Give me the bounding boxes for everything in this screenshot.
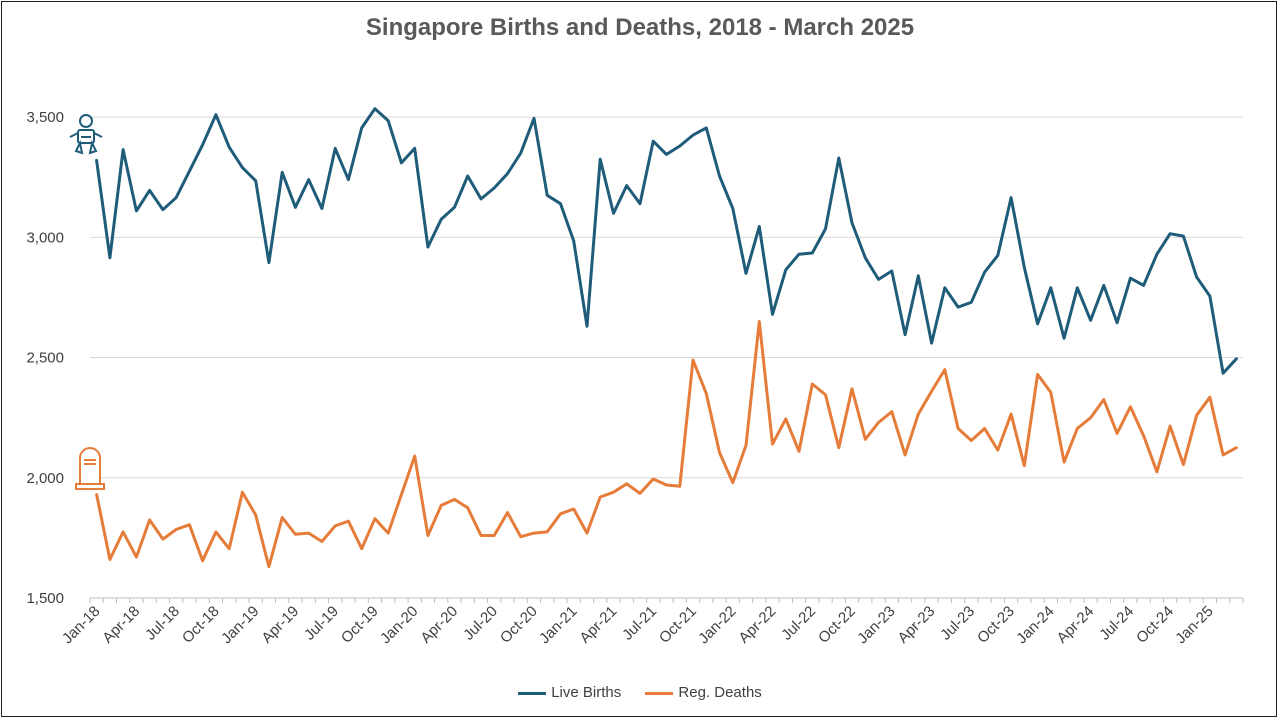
x-tick-label: Jan-22 [695,603,739,647]
x-tick-label: Jul-18 [142,603,183,644]
x-tick-label: Apr-24 [1054,603,1098,647]
y-axis-ticks: 1,500 2,000 2,500 3,000 3,500 [26,109,64,607]
x-tick-label: Jul-19 [301,603,342,644]
tombstone-icon [75,447,105,490]
legend-label-live-births: Live Births [551,684,622,701]
x-tick-label: Jan-21 [536,603,580,647]
y-tick-label: 3,000 [26,229,64,246]
legend-swatch-live-births [518,691,547,695]
x-tick-label: Jan-23 [854,603,898,647]
chart-title: Singapore Births and Deaths, 2018 - Marc… [365,14,915,41]
x-tick-label: Jan-20 [377,603,421,647]
legend: Live Births Reg. Deaths [0,684,1280,701]
series-lines [95,107,1238,569]
x-tick-label: Oct-19 [338,603,382,647]
x-tick-label: Apr-23 [895,603,939,647]
x-tick-label: Jan-19 [218,603,262,647]
x-tick-label: Oct-23 [974,603,1018,647]
legend-item-live-births: Live Births [518,684,621,701]
x-tick-label: Jul-22 [778,603,819,644]
x-tick-label: Oct-21 [656,603,700,647]
x-tick-label: Oct-20 [497,603,541,647]
x-tick-label: Jul-20 [460,603,501,644]
x-tick-label: Jan-25 [1172,603,1216,647]
x-axis [89,597,1244,603]
x-tick-label: Oct-18 [179,603,223,647]
y-tick-label: 2,000 [26,470,64,487]
x-tick-label: Jan-18 [59,603,103,647]
x-tick-label: Oct-22 [815,603,859,647]
reg-deaths-line [95,320,1238,569]
x-tick-label: Jul-24 [1096,603,1137,644]
y-tick-label: 2,500 [26,350,64,367]
legend-swatch-reg-deaths [645,691,674,695]
x-tick-label: Apr-19 [258,603,302,647]
x-tick-label: Apr-21 [576,603,620,647]
y-tick-label: 3,500 [26,109,64,126]
series-icons [69,114,105,490]
x-tick-label: Apr-20 [417,603,461,647]
x-tick-label: Jan-24 [1013,603,1057,647]
x-tick-label: Apr-18 [99,603,143,647]
y-tick-label: 1,500 [26,590,64,607]
live-births-line [95,107,1238,375]
baby-icon [69,114,103,155]
x-tick-label: Jul-21 [619,603,660,644]
gridlines [90,116,1243,599]
x-tick-label: Jul-23 [937,603,978,644]
legend-label-reg-deaths: Reg. Deaths [678,684,762,701]
x-axis-ticks: Jan-18Apr-18Jul-18Oct-18Jan-19Apr-19Jul-… [59,603,1217,647]
x-tick-label: Apr-22 [735,603,779,647]
legend-item-reg-deaths: Reg. Deaths [645,684,762,701]
x-tick-label: Oct-24 [1133,603,1177,647]
